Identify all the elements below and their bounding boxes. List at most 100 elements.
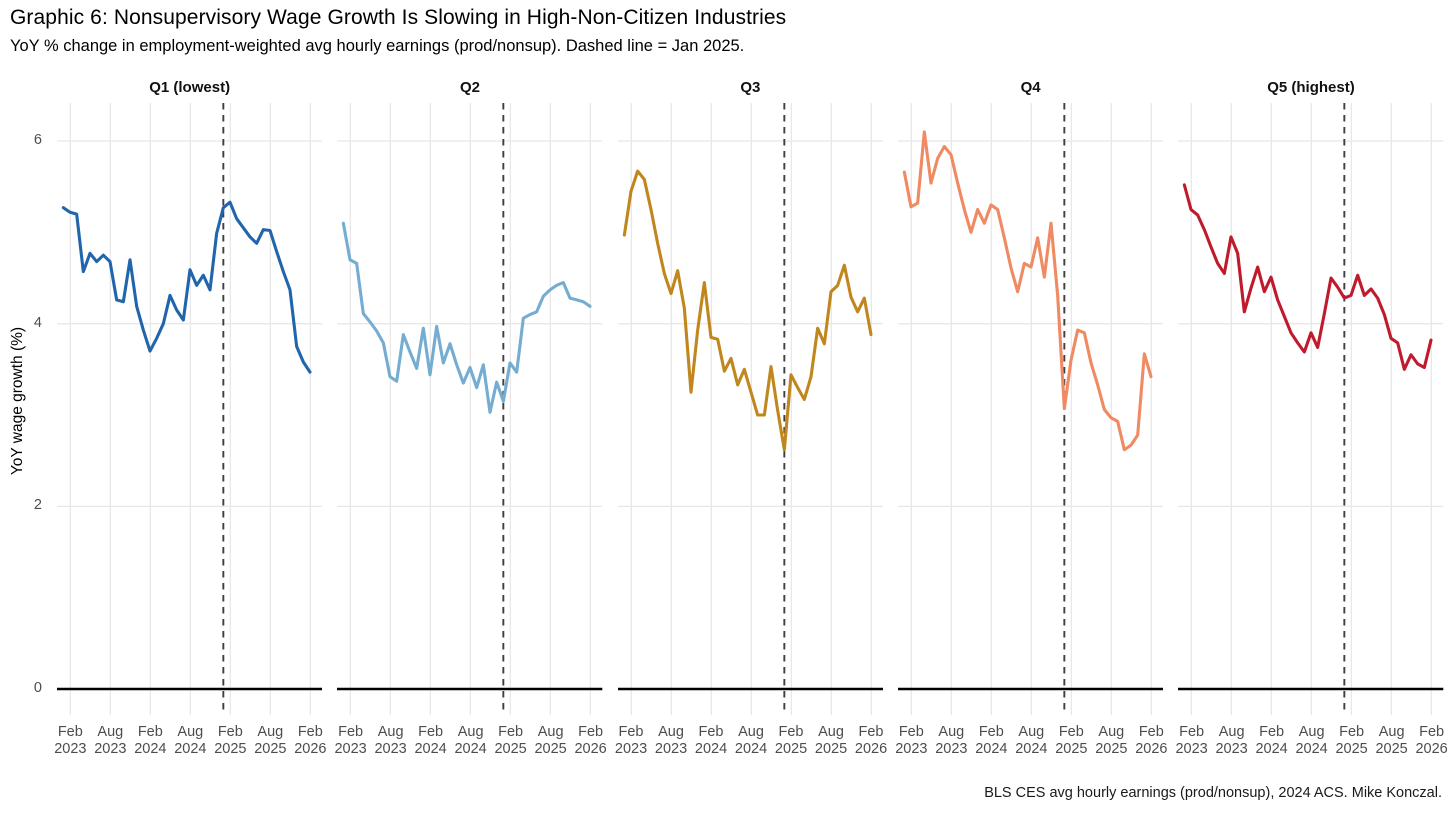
x-tick-month: Aug <box>1378 724 1405 740</box>
x-axis-tick-label: Aug 2023 <box>1210 724 1254 757</box>
facet-panel <box>617 103 883 715</box>
x-axis-tick-label: Feb 2026 <box>288 724 332 757</box>
x-tick-month: Feb <box>1179 724 1205 740</box>
x-tick-month: Feb <box>618 724 644 740</box>
x-axis-tick-label: Aug 2023 <box>369 724 413 757</box>
x-tick-year: 2025 <box>214 740 247 757</box>
x-tick-month: Feb <box>858 724 884 740</box>
x-axis-tick-label: Aug 2024 <box>1009 724 1053 757</box>
y-axis-tick-label: 6 <box>33 132 42 149</box>
x-tick-month: Aug <box>97 724 124 740</box>
facet-strip-label: Q2 <box>459 79 480 96</box>
chart-subtitle: YoY % change in employment-weighted avg … <box>10 37 745 55</box>
x-tick-year: 2025 <box>1095 740 1128 757</box>
x-tick-month: Feb <box>1339 724 1365 740</box>
facet-panel <box>898 103 1164 715</box>
wage-growth-line <box>1183 183 1433 371</box>
x-axis-tick-label: Aug 2023 <box>929 724 973 757</box>
chart-title: Graphic 6: Nonsupervisory Wage Growth Is… <box>10 6 787 29</box>
x-tick-month: Feb <box>978 724 1004 740</box>
x-tick-year: 2023 <box>94 740 127 757</box>
x-tick-year: 2025 <box>1055 740 1088 757</box>
x-axis-tick-label: Feb 2023 <box>48 724 92 757</box>
wage-growth-line <box>342 221 592 414</box>
x-axis-tick-label: Aug 2025 <box>809 724 853 757</box>
x-axis-tick-label: Aug 2025 <box>248 724 292 757</box>
x-tick-year: 2023 <box>935 740 968 757</box>
x-tick-month: Feb <box>498 724 524 740</box>
x-tick-month: Aug <box>377 724 404 740</box>
x-tick-month: Aug <box>1298 724 1325 740</box>
wage-growth-line <box>622 169 873 452</box>
x-axis-tick-label: Feb 2026 <box>1129 724 1173 757</box>
facet-panel <box>337 103 603 715</box>
x-axis-tick-label: Aug 2025 <box>529 724 573 757</box>
x-tick-month: Aug <box>658 724 684 740</box>
x-tick-year: 2025 <box>774 740 808 757</box>
x-tick-year: 2026 <box>1135 740 1168 757</box>
x-tick-year: 2024 <box>1255 740 1288 757</box>
y-axis-title: YoY wage growth (%) <box>9 326 26 476</box>
x-tick-year: 2023 <box>1215 740 1248 757</box>
source-caption: BLS CES avg hourly earnings (prod/nonsup… <box>984 785 1442 801</box>
x-tick-month: Aug <box>457 724 484 740</box>
x-tick-year: 2025 <box>1335 740 1368 757</box>
x-axis-tick-label: Aug 2025 <box>1089 724 1133 757</box>
facet-strip-label: Q4 <box>1020 79 1041 96</box>
facet-panel <box>1178 103 1444 715</box>
x-tick-year: 2023 <box>654 740 688 757</box>
x-tick-year: 2024 <box>734 740 768 757</box>
x-tick-year: 2024 <box>454 740 487 757</box>
x-tick-month: Aug <box>938 724 965 740</box>
x-axis-tick-label: Feb 2025 <box>489 724 533 757</box>
wage-growth-line <box>61 200 312 374</box>
x-axis-tick-label: Feb 2023 <box>329 724 373 757</box>
x-tick-year: 2025 <box>494 740 527 757</box>
x-tick-month: Feb <box>418 724 444 740</box>
x-tick-month: Feb <box>698 724 724 740</box>
x-tick-year: 2023 <box>1175 740 1208 757</box>
x-tick-year: 2024 <box>694 740 728 757</box>
x-tick-year: 2023 <box>614 740 648 757</box>
x-tick-year: 2024 <box>414 740 447 757</box>
x-axis-tick-label: Feb 2023 <box>1170 724 1214 757</box>
x-tick-month: Feb <box>1058 724 1084 740</box>
x-axis-tick-label: Aug 2024 <box>729 724 773 757</box>
x-axis-tick-label: Aug 2024 <box>449 724 493 757</box>
x-axis-tick-label: Feb 2025 <box>769 724 813 757</box>
x-tick-month: Aug <box>818 724 844 740</box>
x-tick-year: 2026 <box>294 740 327 757</box>
x-tick-month: Feb <box>57 724 83 740</box>
x-axis-tick-label: Feb 2026 <box>849 724 893 757</box>
x-axis-tick-label: Aug 2023 <box>649 724 693 757</box>
facet-strip-label: Q3 <box>740 79 761 96</box>
x-tick-year: 2023 <box>374 740 407 757</box>
x-axis-tick-label: Feb 2025 <box>1330 724 1374 757</box>
wage-growth-line <box>902 130 1153 452</box>
y-axis-tick-label: 4 <box>33 314 42 331</box>
x-axis-tick-label: Feb 2024 <box>969 724 1013 757</box>
x-axis-tick-label: Aug 2023 <box>88 724 132 757</box>
x-axis-tick-label: Feb 2024 <box>689 724 733 757</box>
y-axis-tick-label: 2 <box>33 497 42 514</box>
x-tick-year: 2024 <box>975 740 1008 757</box>
x-tick-month: Feb <box>1419 724 1445 740</box>
x-axis-tick-label: Aug 2025 <box>1370 724 1414 757</box>
x-tick-year: 2024 <box>134 740 167 757</box>
x-tick-month: Feb <box>297 724 323 740</box>
x-tick-year: 2025 <box>534 740 567 757</box>
facet-panel <box>57 103 323 715</box>
x-axis-tick-label: Feb 2023 <box>889 724 933 757</box>
x-tick-month: Feb <box>137 724 163 740</box>
x-tick-year: 2025 <box>814 740 848 757</box>
x-tick-month: Aug <box>1018 724 1045 740</box>
x-tick-year: 2024 <box>174 740 207 757</box>
x-tick-month: Feb <box>1138 724 1164 740</box>
x-tick-year: 2024 <box>1295 740 1328 757</box>
x-tick-year: 2026 <box>854 740 888 757</box>
x-axis-tick-label: Feb 2024 <box>1250 724 1294 757</box>
x-tick-month: Feb <box>578 724 604 740</box>
x-tick-year: 2025 <box>1375 740 1408 757</box>
x-tick-year: 2023 <box>54 740 87 757</box>
